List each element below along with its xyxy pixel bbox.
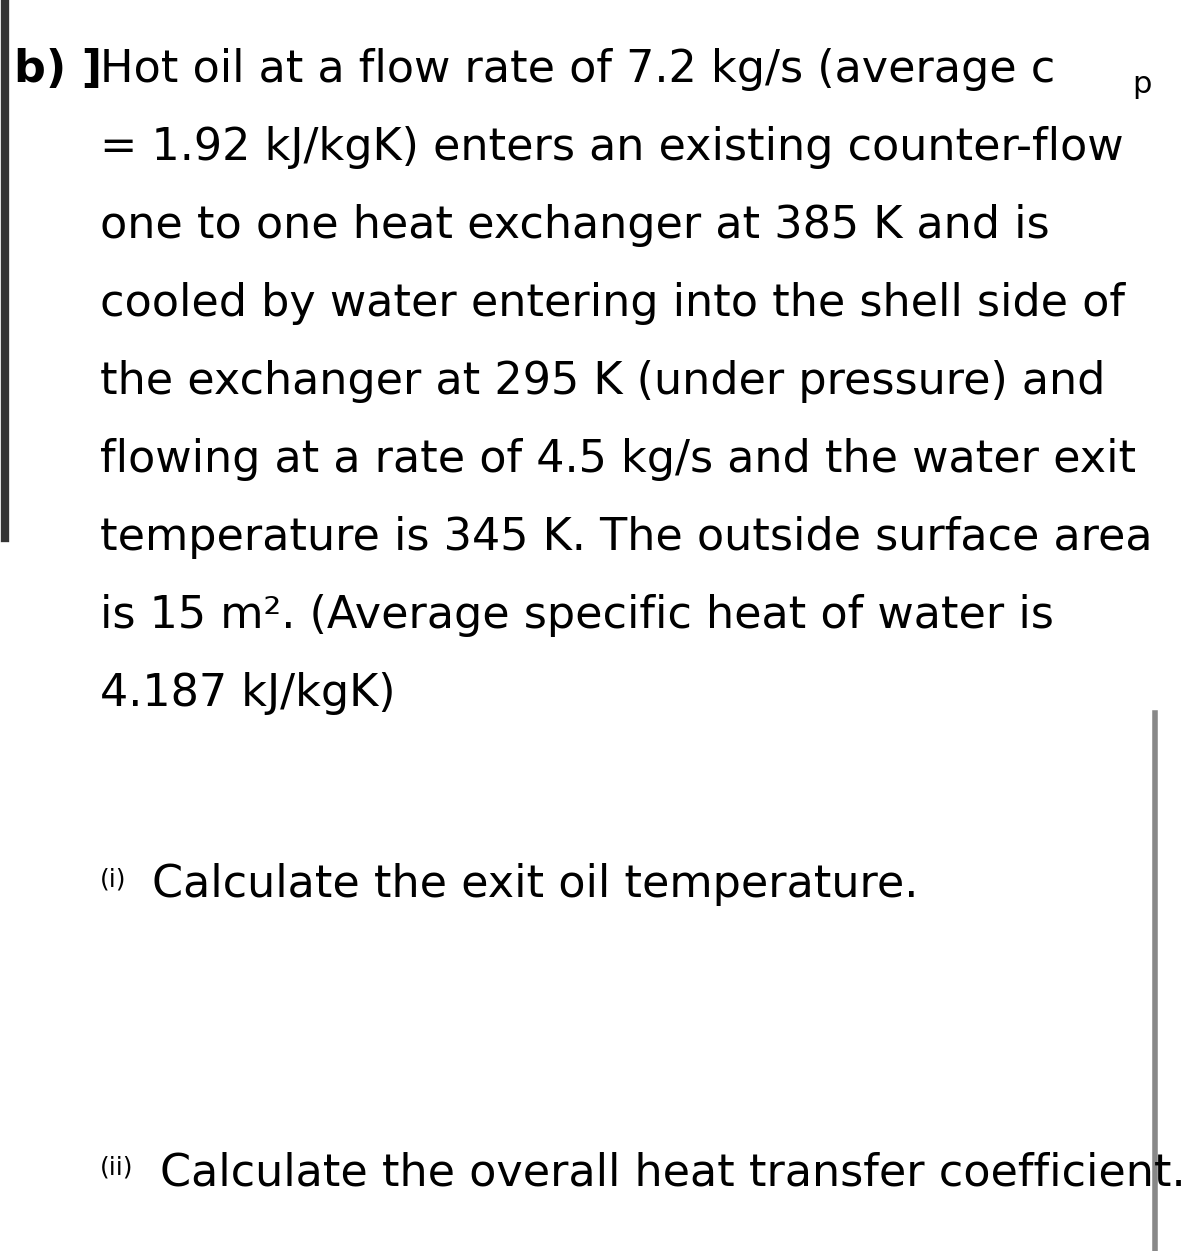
Text: b) ]: b) ] xyxy=(14,48,102,91)
Text: temperature is 345 K. The outside surface area: temperature is 345 K. The outside surfac… xyxy=(100,515,1152,559)
Text: Calculate the exit oil temperature.: Calculate the exit oil temperature. xyxy=(152,863,918,906)
Text: p: p xyxy=(1132,70,1151,99)
Text: flowing at a rate of 4.5 kg/s and the water exit: flowing at a rate of 4.5 kg/s and the wa… xyxy=(100,438,1136,480)
Text: one to one heat exchanger at 385 K and is: one to one heat exchanger at 385 K and i… xyxy=(100,204,1050,246)
Text: is 15 m². (Average specific heat of water is: is 15 m². (Average specific heat of wate… xyxy=(100,594,1054,637)
Text: (ii): (ii) xyxy=(100,1156,133,1180)
Text: 4.187 kJ/kgK): 4.187 kJ/kgK) xyxy=(100,672,396,716)
Text: cooled by water entering into the shell side of: cooled by water entering into the shell … xyxy=(100,281,1126,325)
Text: the exchanger at 295 K (under pressure) and: the exchanger at 295 K (under pressure) … xyxy=(100,360,1105,403)
Text: Calculate the overall heat transfer coefficient.: Calculate the overall heat transfer coef… xyxy=(160,1152,1186,1195)
Text: = 1.92 kJ/kgK) enters an existing counter-flow: = 1.92 kJ/kgK) enters an existing counte… xyxy=(100,126,1123,169)
Text: (i): (i) xyxy=(100,867,126,891)
Text: Hot oil at a flow rate of 7.2 kg/s (average c: Hot oil at a flow rate of 7.2 kg/s (aver… xyxy=(100,48,1055,91)
